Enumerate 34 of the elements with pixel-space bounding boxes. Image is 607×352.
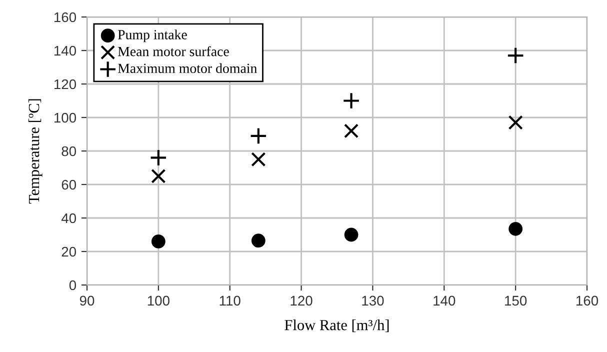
point [150,149,168,166]
point [508,115,523,130]
x-tick-label: 100 [148,296,170,306]
y-axis-title: Temperature [ºC] [28,99,42,204]
y-tick-label: 140 [54,46,76,56]
x-tick-label: 90 [80,296,94,306]
legend-label: Mean motor surface [118,46,229,56]
legend-label: Maximum motor domain [118,63,257,74]
y-tick-label: 20 [62,246,76,257]
point [151,168,166,184]
y-tick-label: 40 [61,213,76,224]
y-tick-label: 120 [54,79,76,90]
legend-label: Pump intake [118,30,187,42]
x-tick-label: 120 [290,296,312,306]
point [151,234,166,248]
x-tick-label: 110 [220,296,240,306]
x-tick-label: 160 [576,296,598,306]
y-tick-label: 80 [62,146,76,156]
point [251,152,266,167]
y-tick-label: 160 [54,12,76,22]
x-axis-title: Flow Rate [m³/h] [284,319,389,332]
point [342,92,360,110]
point [344,124,359,138]
x-tick-label: 150 [505,296,527,306]
point [251,234,266,248]
point [508,222,523,236]
y-tick-label: 0 [69,280,76,290]
point [506,46,524,64]
y-tick-label: 60 [62,180,76,190]
y-tick-label: 100 [54,112,76,123]
x-tick-label: 140 [434,296,456,306]
point [344,228,358,242]
point [250,127,268,145]
x-tick-label: 130 [362,296,384,306]
